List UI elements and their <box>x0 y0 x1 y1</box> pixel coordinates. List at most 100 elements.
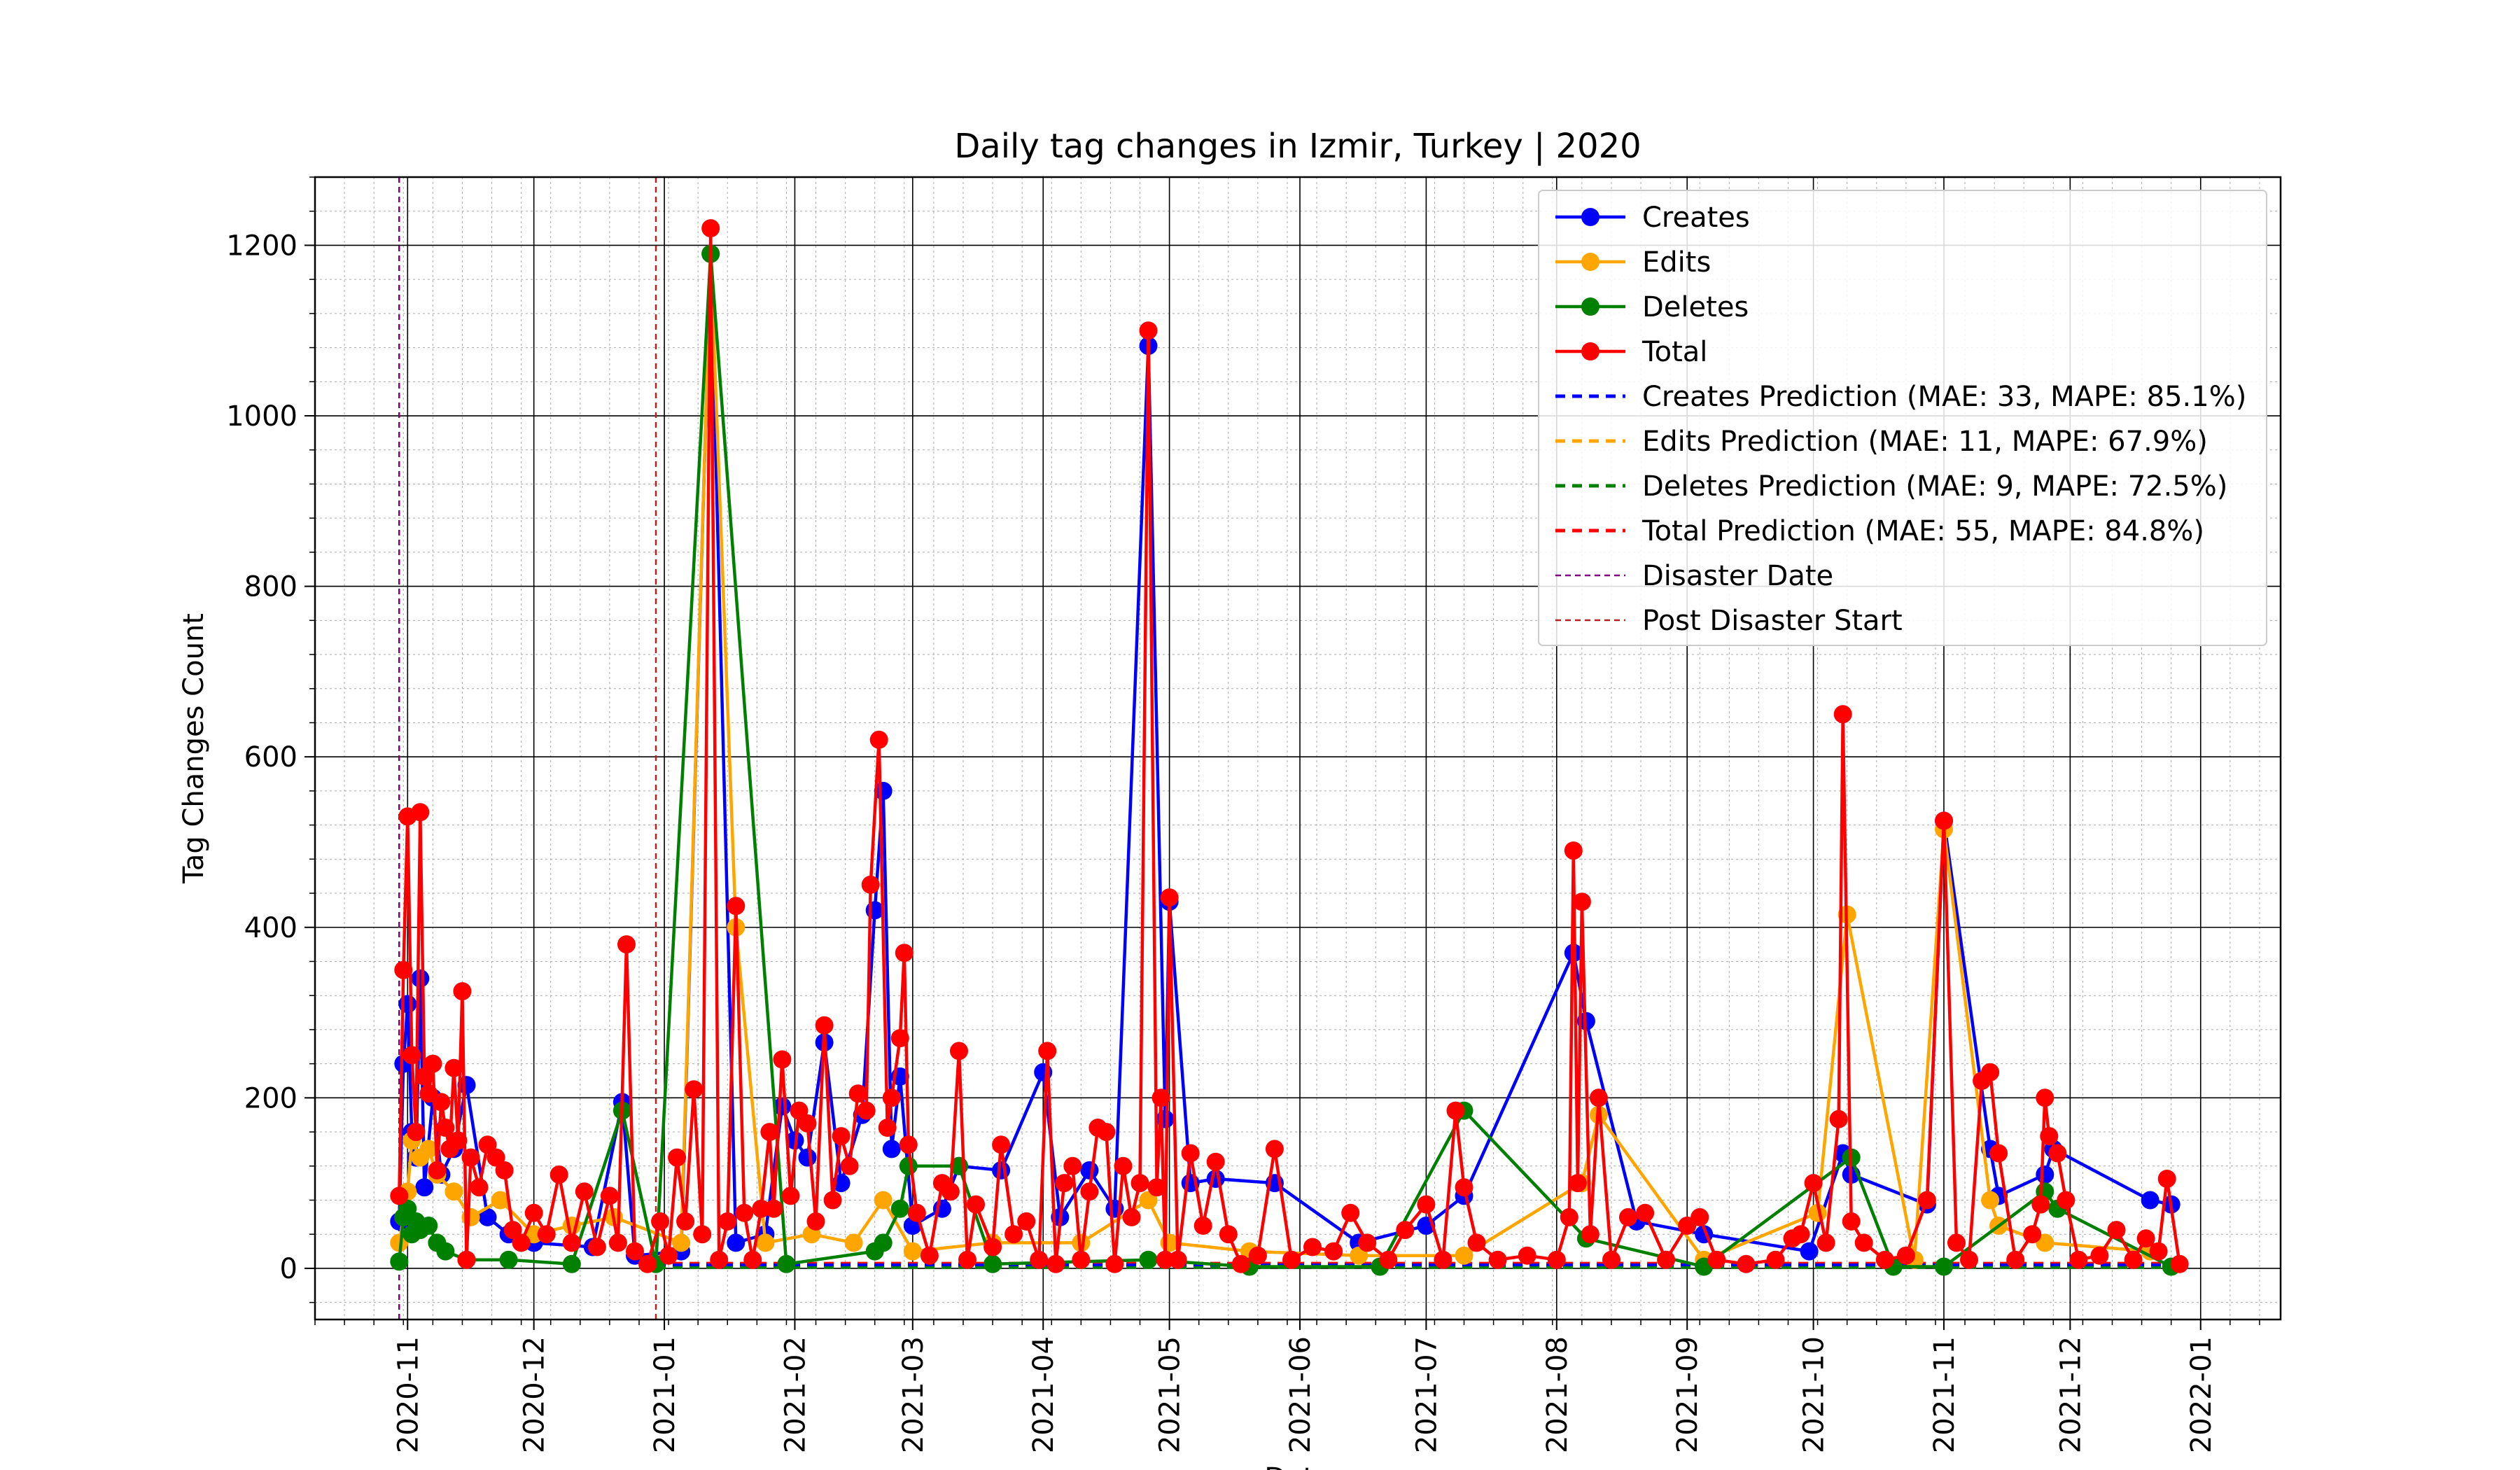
data-point-total <box>1072 1250 1091 1269</box>
data-point-total <box>1379 1250 1398 1269</box>
data-point-edits <box>491 1191 510 1210</box>
y-tick-label: 1000 <box>226 400 298 433</box>
x-tick-label: 2021-06 <box>1284 1336 1317 1453</box>
data-point-total <box>861 875 880 894</box>
data-point-total <box>1619 1208 1637 1226</box>
x-tick-label: 2021-11 <box>1928 1336 1961 1453</box>
x-tick-label: 2021-10 <box>1798 1336 1830 1453</box>
data-point-total <box>1467 1233 1486 1252</box>
y-tick-label: 200 <box>244 1082 298 1114</box>
y-tick-label: 0 <box>280 1253 298 1285</box>
data-point-total <box>798 1114 817 1133</box>
x-tick-label: 2020-11 <box>392 1336 424 1453</box>
x-tick-label: 2021-08 <box>1541 1336 1574 1453</box>
data-point-total <box>857 1101 876 1120</box>
legend: Creates Edits Deletes Total Creates Predicti… <box>1538 190 2267 646</box>
data-point-total <box>806 1212 825 1231</box>
data-point-total <box>444 1058 463 1077</box>
data-point-deletes <box>562 1254 581 1273</box>
data-point-total <box>878 1119 897 1137</box>
y-tick-label: 600 <box>244 741 298 774</box>
data-point-total <box>1446 1101 1465 1120</box>
data-point-total <box>941 1182 960 1201</box>
data-point-total <box>600 1186 619 1205</box>
legend-label: Disaster Date <box>1642 560 1833 592</box>
data-point-total <box>693 1225 712 1244</box>
data-point-total <box>415 1067 434 1086</box>
data-point-total <box>1989 1144 2008 1163</box>
data-point-creates <box>2141 1191 2160 1210</box>
legend-label: Post Disaster Start <box>1642 605 1903 637</box>
data-point-edits <box>1139 1191 1158 1210</box>
plot-frame <box>314 176 2282 1321</box>
data-point-total <box>2124 1250 2143 1269</box>
data-point-creates <box>411 969 430 988</box>
data-point-total <box>1324 1242 1343 1261</box>
data-point-total <box>840 1156 859 1175</box>
data-point-deletes <box>419 1217 438 1235</box>
data-point-total <box>1875 1250 1894 1269</box>
data-point-total <box>486 1148 505 1167</box>
series-layer <box>390 219 2189 1276</box>
data-point-total <box>1636 1203 1655 1222</box>
data-point-total <box>1455 1178 1474 1197</box>
data-point-total <box>2090 1246 2109 1265</box>
data-point-total <box>575 1182 594 1201</box>
data-point-creates <box>478 1208 497 1226</box>
data-point-total <box>638 1254 657 1273</box>
data-point-total <box>461 1148 480 1167</box>
data-point-total <box>470 1178 489 1197</box>
data-point-total <box>1981 1063 2000 1082</box>
y-tick-label: 800 <box>244 571 298 603</box>
data-point-total <box>402 1046 421 1065</box>
data-point-total <box>1265 1140 1284 1158</box>
data-point-total <box>2157 1170 2176 1188</box>
data-point-total <box>1194 1217 1212 1235</box>
data-point-creates <box>415 1178 434 1197</box>
data-point-total <box>823 1191 842 1210</box>
data-point-total <box>1568 1174 1587 1193</box>
legend-box <box>1538 190 2267 646</box>
data-point-edits <box>1981 1191 2000 1210</box>
data-point-total <box>562 1233 581 1252</box>
data-point-deletes <box>436 1242 455 1261</box>
data-point-total <box>1766 1250 1785 1269</box>
data-point-total <box>436 1119 455 1137</box>
data-point-total <box>1139 321 1158 340</box>
data-point-total <box>1097 1123 1116 1142</box>
data-point-deletes <box>874 1233 892 1252</box>
data-point-total <box>950 1042 968 1060</box>
data-point-total <box>1282 1250 1301 1269</box>
data-point-total <box>1602 1250 1620 1269</box>
data-point-total <box>1833 705 1852 724</box>
data-point-deletes <box>1139 1250 1158 1269</box>
data-point-total <box>815 1016 834 1035</box>
data-point-creates <box>727 1233 746 1252</box>
y-axis-label: Tag Changes Count <box>178 613 210 884</box>
x-tick-label: 2021-07 <box>1410 1336 1443 1453</box>
data-point-total <box>1038 1042 1057 1060</box>
data-point-total <box>1004 1225 1023 1244</box>
data-point-total <box>1156 1250 1175 1269</box>
data-point-total <box>1168 1250 1187 1269</box>
data-point-total <box>1396 1221 1415 1240</box>
data-point-total <box>1572 892 1591 911</box>
data-point-total <box>685 1080 704 1099</box>
data-point-total <box>2149 1242 2168 1261</box>
data-point-total <box>1947 1233 1966 1252</box>
data-point-edits <box>844 1233 863 1252</box>
data-point-deletes <box>390 1252 409 1271</box>
data-point-total <box>1589 1088 1608 1107</box>
y-axis: 0 200 400 600 800 1000 1200 <box>226 176 315 1303</box>
data-point-total <box>1842 1212 1861 1231</box>
data-point-total <box>1030 1250 1049 1269</box>
x-tick-label: 2021-03 <box>897 1336 930 1453</box>
data-point-total <box>428 1161 447 1180</box>
data-point-total <box>735 1203 754 1222</box>
data-point-total <box>764 1199 783 1218</box>
data-point-total <box>907 1203 926 1222</box>
data-point-total <box>895 944 913 962</box>
data-point-total <box>773 1050 792 1069</box>
data-point-edits <box>419 1140 438 1158</box>
